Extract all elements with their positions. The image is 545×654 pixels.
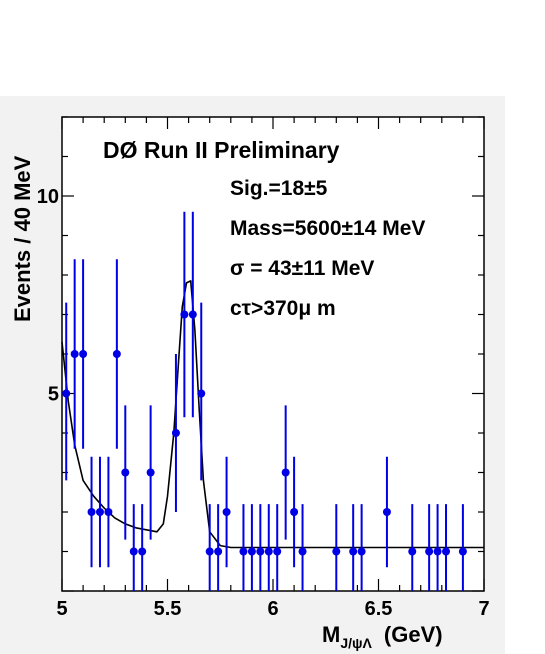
data-point <box>95 456 104 568</box>
x-axis-title-unit: (GeV) <box>384 622 443 647</box>
x-axis-title: MJ/ψΛ (GeV) <box>322 622 443 651</box>
data-point <box>332 504 341 591</box>
data-point <box>349 504 358 591</box>
x-tick-label: 7 <box>478 598 489 620</box>
data-point <box>273 504 282 591</box>
data-point <box>62 302 71 481</box>
data-point <box>197 302 206 481</box>
data-point <box>458 504 467 591</box>
x-axis-title-subscript: J/ψΛ <box>340 635 372 651</box>
x-tick-label: 5 <box>56 598 67 620</box>
point-marker <box>425 547 434 556</box>
data-point <box>290 456 299 568</box>
fit-line <box>61 280 484 549</box>
data-point <box>79 259 88 449</box>
data-point <box>121 405 130 540</box>
annotation-lifetime-cut: cτ>370μ m <box>230 297 336 320</box>
point-marker <box>349 547 358 556</box>
data-point <box>298 504 307 591</box>
point-marker <box>121 468 130 477</box>
data-point <box>357 504 366 591</box>
point-marker <box>104 508 113 516</box>
point-marker <box>62 389 71 398</box>
data-point <box>247 504 256 591</box>
y-tick-label: 5 <box>48 384 59 406</box>
point-marker <box>332 547 341 556</box>
data-point <box>214 504 223 591</box>
point-marker <box>298 547 307 556</box>
data-point <box>112 259 121 449</box>
data-point <box>264 504 273 591</box>
point-marker <box>256 547 265 556</box>
chart-title: DØ Run II Preliminary <box>103 137 340 163</box>
point-marker <box>433 547 442 556</box>
data-point <box>239 504 248 591</box>
point-marker <box>264 547 273 556</box>
data-point <box>382 456 391 568</box>
point-marker <box>442 547 451 556</box>
point-marker <box>171 429 180 437</box>
point-marker <box>205 547 214 556</box>
plot-frame <box>61 116 485 592</box>
point-marker <box>188 310 197 319</box>
x-axis-title-main: M <box>322 622 340 647</box>
data-point <box>222 456 231 568</box>
point-marker <box>70 350 79 358</box>
data-point <box>442 504 451 591</box>
data-point <box>146 405 155 540</box>
x-tick-label: 6 <box>267 598 278 620</box>
point-marker <box>239 547 248 556</box>
point-marker <box>146 468 155 477</box>
data-point <box>205 504 214 591</box>
point-marker <box>408 547 417 556</box>
point-marker <box>458 547 467 556</box>
point-marker <box>197 389 206 398</box>
point-marker <box>273 547 282 556</box>
point-marker <box>112 350 121 358</box>
data-point <box>281 405 290 540</box>
data-point <box>129 504 138 591</box>
data-point <box>104 456 113 568</box>
data-point <box>256 504 265 591</box>
point-marker <box>214 547 223 556</box>
point-marker <box>382 508 391 516</box>
annotation-width: σ = 43±11 MeV <box>230 257 374 280</box>
data-point <box>433 504 442 591</box>
data-point <box>138 504 147 591</box>
y-axis-title: Events / 40 MeV <box>10 155 35 322</box>
data-point <box>188 211 197 418</box>
point-marker <box>180 310 189 319</box>
point-marker <box>281 468 290 477</box>
data-point <box>70 259 79 449</box>
point-marker <box>290 508 299 516</box>
point-marker <box>138 547 147 556</box>
point-marker <box>357 547 366 556</box>
point-marker <box>129 547 138 556</box>
annotation-mass: Mass=5600±14 MeV <box>230 217 425 240</box>
point-marker <box>95 508 104 516</box>
annotation-significance: Sig.=18±5 <box>230 177 328 200</box>
point-marker <box>247 547 256 556</box>
data-point <box>171 354 180 512</box>
data-point <box>180 211 189 418</box>
fit-curve <box>61 280 484 549</box>
axes: 5 5.5 6 6.5 7 5 10 <box>37 116 490 620</box>
y-tick-label: 10 <box>37 186 59 208</box>
data-points <box>62 211 467 591</box>
data-point <box>87 456 96 568</box>
x-tick-label: 5.5 <box>154 598 182 620</box>
point-marker <box>87 508 96 516</box>
x-tick-label: 6.5 <box>365 598 393 620</box>
data-point <box>425 504 434 591</box>
point-marker <box>222 508 231 516</box>
point-marker <box>79 350 88 358</box>
data-point <box>408 504 417 591</box>
